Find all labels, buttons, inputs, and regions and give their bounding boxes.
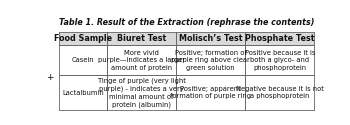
Text: Positive; apparent
formation of purple ring: Positive; apparent formation of purple r… (170, 86, 251, 99)
Polygon shape (176, 32, 245, 45)
Polygon shape (107, 45, 176, 75)
Text: Table 1. Result of the Extraction (rephrase the contents): Table 1. Result of the Extraction (rephr… (59, 18, 314, 27)
Text: Positive; formation of
purple ring above clear
green solution: Positive; formation of purple ring above… (171, 50, 250, 70)
Polygon shape (245, 32, 314, 45)
Text: Food Sample: Food Sample (54, 34, 112, 43)
Text: Molisch’s Test: Molisch’s Test (179, 34, 243, 43)
Text: Lactalbumin: Lactalbumin (62, 90, 104, 96)
Polygon shape (176, 45, 245, 75)
Text: Tinge of purple (very light
purple) - indicates a very
minimal amount of
protein: Tinge of purple (very light purple) - in… (98, 78, 186, 108)
Text: Positive because it is
both a glyco- and
phosphoprotein: Positive because it is both a glyco- and… (245, 50, 315, 70)
Text: Casein: Casein (71, 57, 94, 63)
Text: Negative because it is not
a phosphoprotein: Negative because it is not a phosphoprot… (236, 86, 324, 99)
Polygon shape (59, 32, 107, 45)
Text: +: + (46, 73, 54, 82)
Text: Biuret Test: Biuret Test (117, 34, 166, 43)
Text: Phosphate Test: Phosphate Test (245, 34, 315, 43)
Polygon shape (176, 75, 245, 110)
Polygon shape (245, 75, 314, 110)
Polygon shape (107, 32, 176, 45)
Text: More vivid
purple—indicates a larger
amount of protein: More vivid purple—indicates a larger amo… (98, 50, 185, 70)
Polygon shape (59, 75, 107, 110)
Polygon shape (245, 45, 314, 75)
Polygon shape (59, 45, 107, 75)
Polygon shape (107, 75, 176, 110)
